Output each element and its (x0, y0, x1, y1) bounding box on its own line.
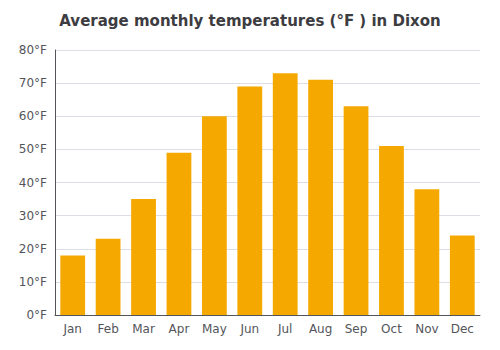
svg-text:May: May (202, 322, 227, 336)
svg-text:0°F: 0°F (26, 308, 47, 322)
svg-text:Apr: Apr (169, 322, 190, 336)
svg-text:Average monthly temperatures (: Average monthly temperatures (°F ) in Di… (59, 12, 440, 30)
svg-text:Aug: Aug (309, 322, 332, 336)
svg-text:Mar: Mar (132, 322, 155, 336)
svg-text:Jun: Jun (239, 322, 259, 336)
svg-text:Dec: Dec (451, 322, 474, 336)
svg-text:Nov: Nov (415, 322, 438, 336)
svg-text:30°F: 30°F (19, 209, 47, 223)
svg-text:Jul: Jul (277, 322, 292, 336)
svg-text:Oct: Oct (381, 322, 402, 336)
svg-text:40°F: 40°F (19, 176, 47, 190)
svg-text:70°F: 70°F (19, 76, 47, 90)
svg-text:10°F: 10°F (19, 275, 47, 289)
svg-text:50°F: 50°F (19, 142, 47, 156)
svg-text:Jan: Jan (62, 322, 82, 336)
svg-text:Sep: Sep (345, 322, 368, 336)
svg-text:20°F: 20°F (19, 242, 47, 256)
svg-text:60°F: 60°F (19, 109, 47, 123)
svg-text:Feb: Feb (98, 322, 119, 336)
svg-text:80°F: 80°F (19, 43, 47, 57)
